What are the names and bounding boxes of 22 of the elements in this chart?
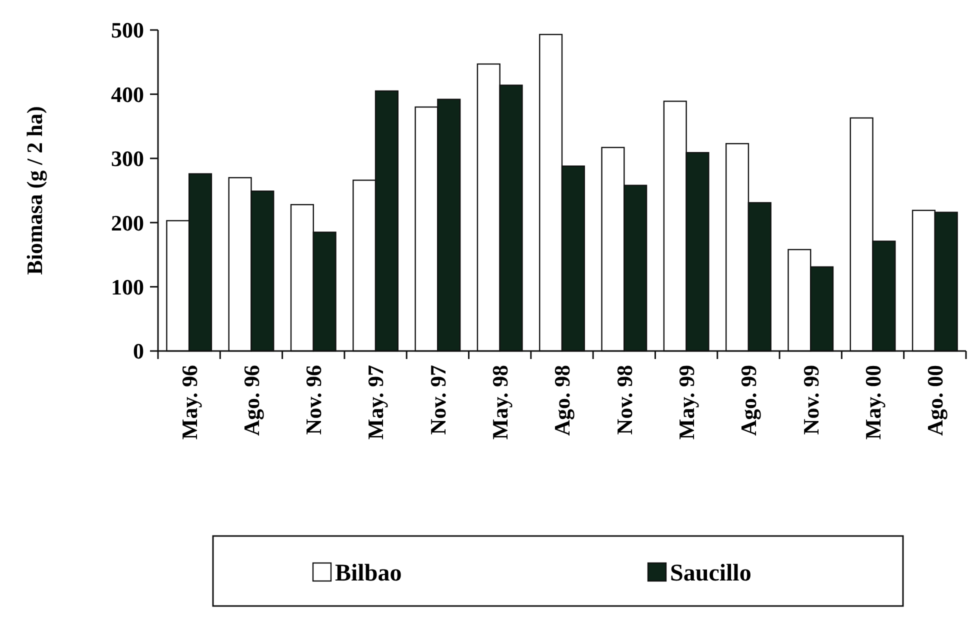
x-tick-label: May. 98 <box>488 365 513 440</box>
y-tick-label: 500 <box>111 18 144 43</box>
legend-label: Saucillo <box>670 560 752 586</box>
x-tick-label: May. 96 <box>176 365 202 440</box>
x-tick-label: Ago. 98 <box>550 365 575 436</box>
y-tick-label: 100 <box>111 274 144 300</box>
y-tick-label: 0 <box>133 338 144 364</box>
x-tick-label: May. 97 <box>363 365 388 440</box>
x-tick-label: Ago. 96 <box>238 365 264 436</box>
y-tick-label: 400 <box>111 82 144 107</box>
y-tick-label: 200 <box>111 210 144 236</box>
x-tick-label: May. 99 <box>674 365 700 440</box>
x-tick-label: May. 00 <box>860 365 886 440</box>
x-tick-label: Nov. 97 <box>425 365 450 435</box>
y-tick-label: 300 <box>111 146 144 172</box>
x-tick-label: Nov. 99 <box>798 365 824 435</box>
x-tick-label: Ago. 00 <box>922 365 948 436</box>
x-tick-label: Nov. 96 <box>301 365 326 435</box>
legend-label: Bilbao <box>335 560 402 586</box>
x-tick-label: Ago. 99 <box>736 365 762 436</box>
x-tick-label: Nov. 98 <box>612 365 637 435</box>
y-axis-title: Biomasa (g / 2 ha) <box>22 106 47 275</box>
